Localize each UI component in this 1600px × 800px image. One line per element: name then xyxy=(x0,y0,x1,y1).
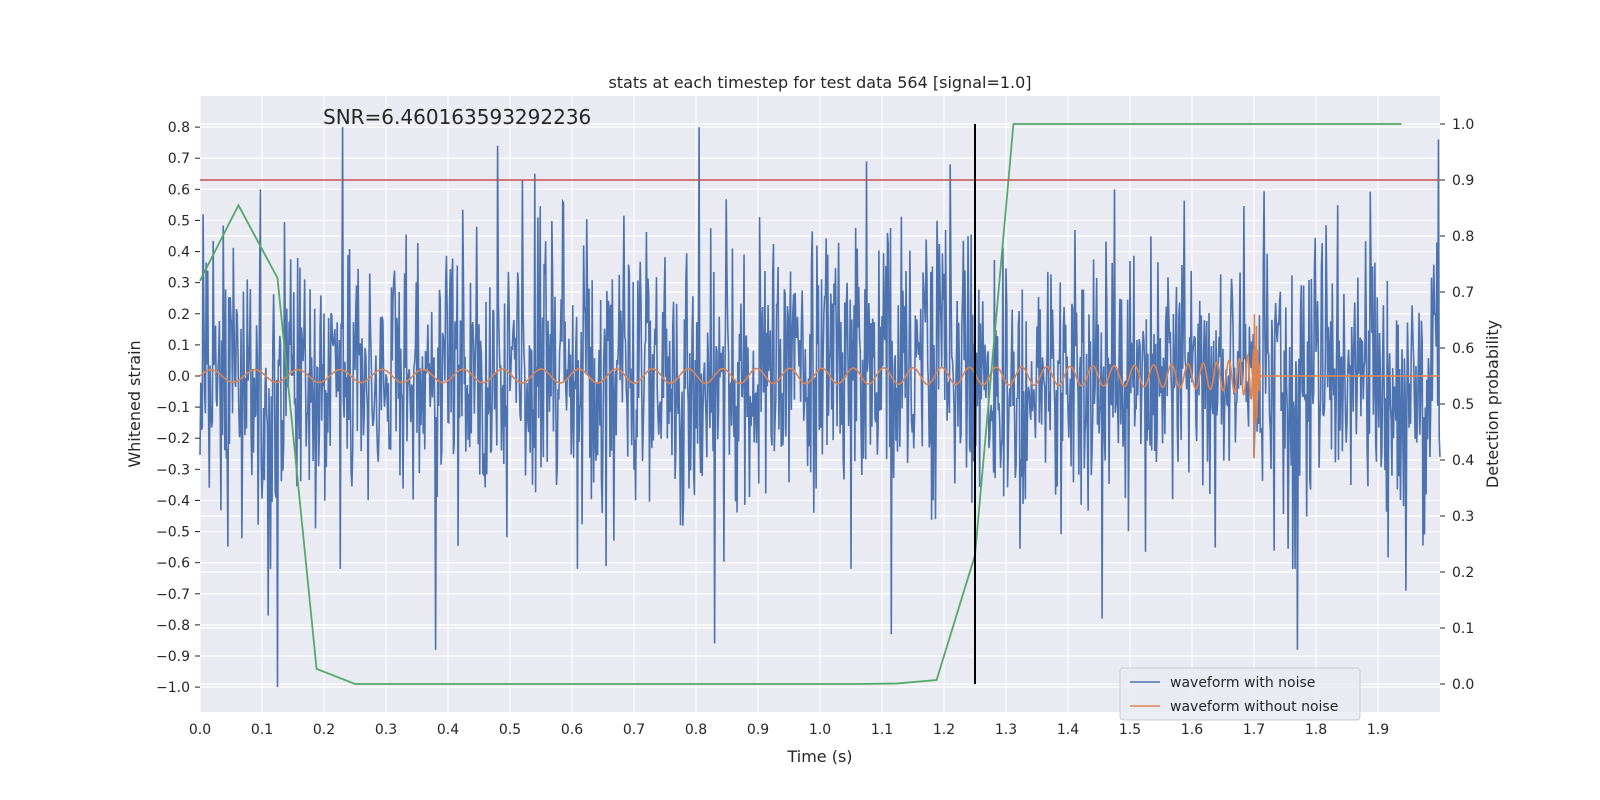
chart-title: stats at each timestep for test data 564… xyxy=(608,73,1031,92)
x-tick-label: 1.1 xyxy=(871,722,893,738)
x-tick-label: 0.2 xyxy=(313,722,335,738)
series-waveform-without-noise xyxy=(199,314,1440,459)
y2-tick-label: 0.3 xyxy=(1452,509,1474,525)
y2-tick-label: 1.0 xyxy=(1452,117,1474,133)
y-tick-label: 0.8 xyxy=(168,120,190,136)
x-tick-label: 1.9 xyxy=(1367,722,1389,738)
snr-annotation: SNR=6.460163593292236 xyxy=(323,105,591,129)
y-axis-label: Whitened strain xyxy=(125,340,144,467)
legend-label-waveform-with-noise: waveform with noise xyxy=(1170,675,1315,691)
x-tick-label: 0.4 xyxy=(437,722,459,738)
y-tick-label: −0.6 xyxy=(156,556,190,572)
x-tick-label: 1.4 xyxy=(1057,722,1079,738)
y2-tick-label: 0.7 xyxy=(1452,285,1474,301)
y2-tick-label: 0.8 xyxy=(1452,229,1474,245)
legend-box xyxy=(1119,667,1361,721)
x-tick-label: 1.7 xyxy=(1243,722,1265,738)
y-tick-labels: 0.8 0.7 0.6 0.5 0.4 0.3 0.2 0.1 0.0 −0.1 −0.2 −0.3 −… xyxy=(156,120,200,696)
y2-axis-label: Detection probability xyxy=(1483,320,1502,488)
legend-label-waveform-without-noise: waveform without noise xyxy=(1170,699,1338,715)
x-tick-label: 0.7 xyxy=(623,722,645,738)
y2-tick-labels: 1.0 0.9 0.8 0.7 0.6 0.5 0.4 0.3 0.2 0.1 0.0 xyxy=(1440,117,1474,693)
y-tick-label: 0.4 xyxy=(168,245,190,261)
reference-lines xyxy=(200,124,1440,684)
y2-tick-label: 0.0 xyxy=(1452,677,1474,693)
y2-tick-label: 0.2 xyxy=(1452,565,1474,581)
y2-tick-label: 0.1 xyxy=(1452,621,1474,637)
x-tick-labels: 0.0 0.1 0.2 0.3 0.4 0.5 0.6 0.7 0.8 0.9 1.0 1.1 1.2 1… xyxy=(189,722,1389,738)
y2-tick-label: 0.9 xyxy=(1452,173,1474,189)
x-tick-label: 0.5 xyxy=(499,722,521,738)
y-tick-label: 0.3 xyxy=(168,276,190,292)
y-tick-label: 0.5 xyxy=(168,213,190,229)
legend: waveform with noise waveform without noi… xyxy=(1119,667,1361,721)
y-tick-label: −0.9 xyxy=(156,649,190,665)
x-tick-label: 1.8 xyxy=(1305,722,1327,738)
y-tick-label: −0.8 xyxy=(156,618,190,634)
y2-tick-label: 0.6 xyxy=(1452,341,1474,357)
x-tick-label: 1.0 xyxy=(809,722,831,738)
y-tick-label: −1.0 xyxy=(156,680,190,696)
y2-tick-label: 0.5 xyxy=(1452,397,1474,413)
x-tick-label: 0.6 xyxy=(561,722,583,738)
x-tick-label: 0.9 xyxy=(747,722,769,738)
x-tick-label: 0.0 xyxy=(189,722,211,738)
y-tick-label: 0.0 xyxy=(168,369,190,385)
x-tick-label: 0.3 xyxy=(375,722,397,738)
series-detection-probability xyxy=(199,123,1402,685)
y-tick-label: 0.7 xyxy=(168,151,190,167)
y-tick-label: −0.1 xyxy=(156,400,190,416)
series-layer xyxy=(199,123,1441,688)
y-tick-label: −0.5 xyxy=(156,525,190,541)
y-tick-label: 0.2 xyxy=(168,307,190,323)
y-tick-label: 0.1 xyxy=(168,338,190,354)
y-tick-label: −0.2 xyxy=(156,431,190,447)
x-tick-label: 1.6 xyxy=(1181,722,1203,738)
y2-tick-label: 0.4 xyxy=(1452,453,1474,469)
x-tick-label: 1.3 xyxy=(995,722,1017,738)
x-tick-label: 0.8 xyxy=(685,722,707,738)
y-tick-label: −0.3 xyxy=(156,462,190,478)
y-tick-label: −0.7 xyxy=(156,587,190,603)
y-tick-label: −0.4 xyxy=(156,493,190,509)
x-tick-label: 1.5 xyxy=(1119,722,1141,738)
y-tick-label: 0.6 xyxy=(168,182,190,198)
x-tick-label: 1.2 xyxy=(933,722,955,738)
x-axis-label: Time (s) xyxy=(786,747,852,766)
x-tick-label: 0.1 xyxy=(251,722,273,738)
